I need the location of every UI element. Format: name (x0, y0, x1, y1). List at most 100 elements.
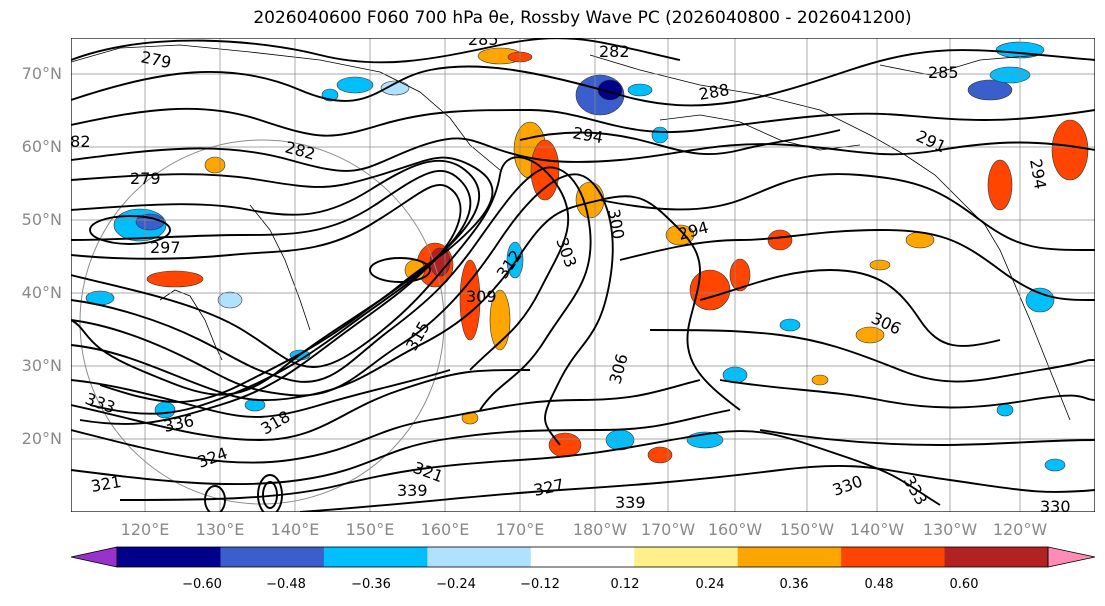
anomaly-patch (380, 80, 410, 96)
anomaly-patch (767, 229, 793, 251)
map-title: 2026040600 F060 700 hPa θe, Rossby Wave … (253, 8, 912, 28)
longitude-label: 120°E (120, 520, 170, 539)
longitude-label: 180°W (572, 520, 628, 539)
colorbar-tick-label: 0.12 (610, 577, 640, 592)
contour-line (519, 129, 841, 156)
anomaly-patch (597, 79, 623, 101)
colorbar-extend-low (70, 546, 118, 568)
latitude-label: 70°N (21, 64, 62, 83)
contour-line (71, 173, 614, 446)
colorbar-frame (116, 546, 1049, 568)
colorbar-tick-label: −0.48 (266, 577, 306, 592)
contour-label: 282 (60, 132, 91, 151)
colorbar-tick-label: 0.36 (779, 577, 809, 592)
contour-line (299, 464, 1095, 512)
anomaly-patch (1051, 119, 1089, 181)
longitude-label: 160°W (707, 520, 763, 539)
colorbar-segment (323, 547, 428, 567)
latitude-label: 20°N (21, 429, 62, 448)
contour-line (71, 107, 1095, 137)
anomaly-patch (146, 270, 204, 288)
longitude-label: 120°W (992, 520, 1048, 539)
colorbar-segment (737, 547, 842, 567)
contour-label: 285 (468, 30, 499, 49)
contour-line (759, 429, 1095, 446)
colorbar-extend-high (1047, 546, 1096, 568)
contour-line (71, 156, 494, 396)
contour-label: 339 (615, 493, 646, 512)
anomaly-patch (1025, 287, 1055, 313)
contour-line (71, 159, 481, 403)
latitude-label: 50°N (21, 210, 62, 229)
contour-label: 279 (130, 169, 161, 188)
anomaly-patch (204, 156, 226, 174)
longitude-label: 130°W (922, 520, 978, 539)
contour-label: 282 (599, 42, 630, 61)
colorbar-tick-label: −0.24 (436, 577, 476, 592)
colorbar-tick-label: 0.24 (695, 577, 725, 592)
longitude-label: 160°E (420, 520, 470, 539)
colorbar-tick-label: −0.36 (351, 577, 391, 592)
contour-label: 309 (466, 287, 497, 306)
colorbar-segment (530, 547, 635, 567)
anomaly-patch (665, 224, 695, 246)
latitude-label: 40°N (21, 283, 62, 302)
graticule (71, 38, 1095, 512)
anomaly-patch (987, 159, 1013, 211)
anomaly-patch (779, 318, 801, 332)
anomaly-patch (996, 403, 1014, 417)
contour-line (649, 329, 1095, 383)
anomaly-patch (1044, 458, 1066, 472)
anomaly-patch (989, 66, 1031, 84)
longitude-label: 130°E (195, 520, 245, 539)
colorbar-segment (944, 547, 1049, 567)
contour-line (71, 409, 731, 486)
colorbar-segment (117, 547, 221, 567)
longitude-label: 150°E (345, 520, 395, 539)
longitude-label: 140°E (270, 520, 320, 539)
contour-line (119, 430, 941, 506)
colorbar-tick-label: −0.12 (520, 577, 560, 592)
contour-line (71, 170, 472, 415)
anomaly-patch (651, 126, 669, 144)
contour-line (71, 49, 1095, 107)
contour-line (719, 379, 1095, 409)
anomaly-patch (336, 76, 374, 94)
colorbar-tick-label: 0.60 (949, 577, 979, 592)
anomaly-patch (217, 291, 243, 309)
anomaly-patch (869, 259, 891, 271)
theta-e-contours (71, 38, 1095, 512)
latitude-label: 30°N (21, 356, 62, 375)
anomaly-patch (967, 79, 1013, 101)
contour-label: 285 (928, 63, 959, 82)
contour-label: 297 (150, 238, 181, 257)
contour-line (71, 369, 451, 418)
longitude-label: 140°W (849, 520, 905, 539)
contour-line (71, 369, 531, 441)
longitude-label: 150°W (779, 520, 835, 539)
anomaly-patch (689, 269, 731, 311)
colorbar-tick-label: 0.48 (864, 577, 894, 592)
anomaly-patch (627, 83, 653, 97)
anomaly-patch (811, 374, 829, 386)
contour-label: 330 (1040, 497, 1071, 516)
colorbar-segment (220, 547, 325, 567)
colorbar-segment (841, 547, 946, 567)
anomaly-patch (647, 446, 673, 464)
map-plot-area: 279 279 282 282 282 285 285 288 291 294 … (60, 30, 1095, 516)
contour-line (71, 137, 1095, 172)
contour-line (699, 269, 1001, 347)
contour-line (71, 195, 741, 411)
colorbar (70, 546, 1096, 568)
contour-line (71, 156, 570, 371)
colorbar-segment (427, 547, 532, 567)
anomaly-patch (489, 289, 511, 351)
contour-line (71, 38, 681, 64)
colorbar-tick-label: −0.60 (182, 577, 222, 592)
contour-line (599, 173, 1095, 251)
longitude-label: 170°W (640, 520, 696, 539)
contour-label: 339 (397, 481, 428, 500)
anomaly-patch (459, 259, 481, 341)
contour-line (71, 166, 592, 411)
